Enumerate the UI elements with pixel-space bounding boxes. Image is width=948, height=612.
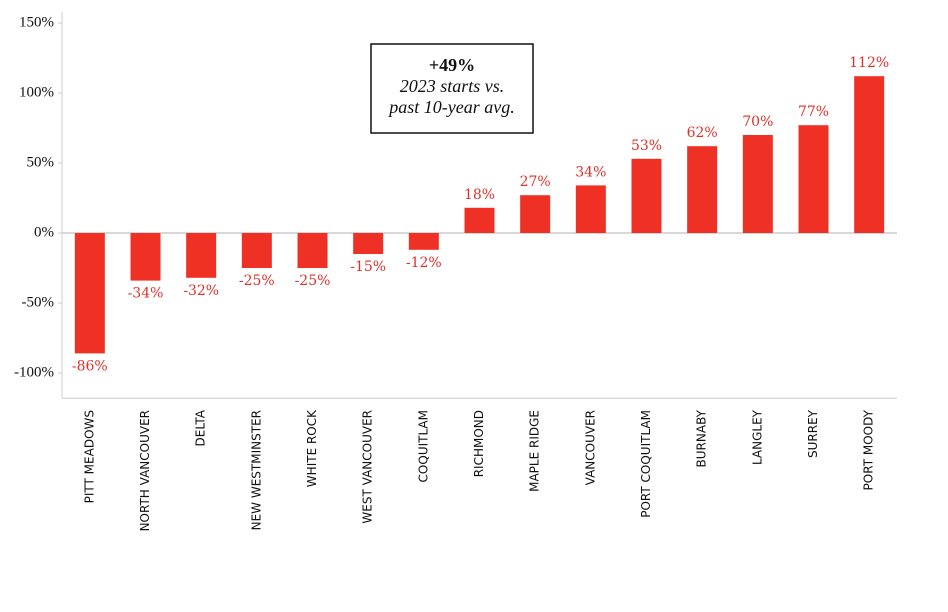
value-label: -32% [183, 283, 219, 299]
value-label: 70% [742, 114, 773, 130]
annotation-box [370, 43, 534, 134]
x-tick-label: WEST VANCOUVER [361, 410, 375, 524]
bar [353, 233, 384, 254]
x-tick-label: DELTA [194, 409, 208, 446]
bar [241, 233, 272, 268]
value-label: 27% [520, 174, 551, 190]
y-tick-label: 0% [34, 224, 54, 240]
value-label: -34% [128, 286, 164, 302]
x-tick-label: VANCOUVER [583, 410, 597, 485]
bar [520, 195, 551, 233]
bar [687, 146, 718, 233]
bar [464, 207, 495, 233]
x-tick-label: PORT MOODY [862, 409, 876, 490]
x-tick-label: NORTH VANCOUVER [138, 410, 152, 531]
bar [408, 233, 439, 250]
bar [130, 233, 161, 281]
bar [297, 233, 328, 268]
value-label: -86% [72, 358, 108, 374]
y-tick-label: -100% [14, 364, 54, 380]
x-tick-label: COQUITLAM [416, 410, 430, 482]
x-tick-label: NEW WESTMINSTER [249, 410, 263, 530]
value-label: -25% [239, 273, 275, 289]
bar [74, 233, 105, 354]
x-tick-label: PORT COQUITLAM [639, 410, 653, 518]
value-label: 53% [631, 138, 662, 154]
x-tick-label: RICHMOND [472, 410, 486, 477]
x-tick-label: MAPLE RIDGE [528, 410, 542, 492]
y-tick-label: 100% [19, 84, 54, 100]
value-label: 18% [464, 187, 495, 203]
value-label: 112% [849, 55, 889, 71]
x-tick-label: BURNABY [695, 409, 709, 467]
value-label: -25% [295, 273, 331, 289]
annotation-text: 2023 starts vs. [400, 76, 505, 96]
annotation-headline: +49% [429, 55, 475, 75]
x-tick-label: LANGLEY [750, 409, 764, 465]
x-tick-label: WHITE ROCK [305, 409, 319, 487]
x-tick-label: SURREY [806, 409, 820, 458]
bar [631, 158, 662, 233]
value-label: 34% [575, 164, 606, 180]
annotation-text: past 10-year avg. [387, 97, 514, 117]
y-tick-label: 50% [27, 154, 55, 170]
bar [575, 185, 606, 233]
bar [742, 135, 773, 233]
bar [186, 233, 217, 278]
value-label: -15% [350, 259, 386, 275]
y-tick-label: 150% [19, 14, 54, 30]
value-label: 62% [687, 125, 718, 141]
value-label: -12% [406, 255, 442, 271]
y-tick-label: -50% [22, 294, 55, 310]
value-label: 77% [798, 104, 829, 120]
bar [798, 125, 829, 233]
x-tick-label: PITT MEADOWS [82, 410, 96, 503]
bar [854, 76, 885, 233]
